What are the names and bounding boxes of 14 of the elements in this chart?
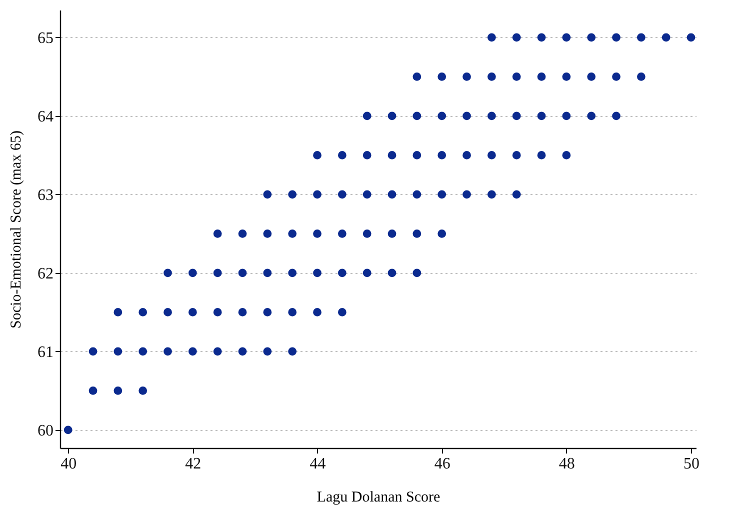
y-tick-label: 61: [38, 344, 54, 361]
x-tick-label: 42: [185, 456, 202, 472]
y-tick-label: 60: [38, 422, 54, 440]
x-tick-label: 40: [60, 456, 77, 472]
y-axis-title: Socio-Emotional Score (max 65): [8, 130, 24, 328]
y-tick-label: 64: [38, 108, 54, 126]
y-tick-label: 65: [38, 30, 54, 47]
x-tick-label: 44: [310, 456, 326, 472]
y-tick-label: 63: [38, 186, 54, 204]
x-tick-label: 46: [434, 456, 450, 472]
x-tick-label: 50: [684, 456, 700, 472]
y-tick-label: 62: [38, 265, 54, 282]
x-axis-title: Lagu Dolanan Score: [316, 490, 440, 506]
x-tick-label: 48: [558, 456, 575, 472]
